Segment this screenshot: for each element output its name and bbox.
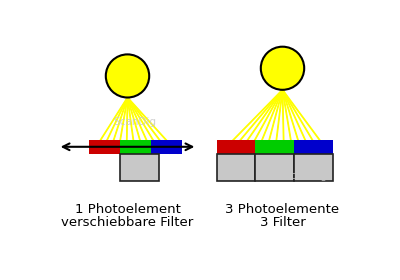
Bar [217, 154, 255, 181]
Bar [89, 140, 120, 154]
Bar [255, 140, 294, 154]
Text: 3 Photoelemente: 3 Photoelemente [226, 203, 340, 216]
Text: 3 Filter: 3 Filter [260, 216, 305, 229]
Text: verschiebbare Filter: verschiebbare Filter [61, 216, 194, 229]
Bar [294, 140, 333, 154]
Text: ScanDig: ScanDig [284, 171, 327, 181]
Bar [151, 140, 182, 154]
Bar [217, 140, 255, 154]
Bar [255, 154, 294, 181]
Circle shape [261, 47, 304, 90]
Circle shape [106, 54, 149, 97]
Bar [120, 140, 151, 154]
Bar [120, 154, 158, 181]
Text: 1 Photoelement: 1 Photoelement [74, 203, 180, 216]
Text: ScanDig: ScanDig [114, 117, 157, 127]
Bar [294, 154, 333, 181]
